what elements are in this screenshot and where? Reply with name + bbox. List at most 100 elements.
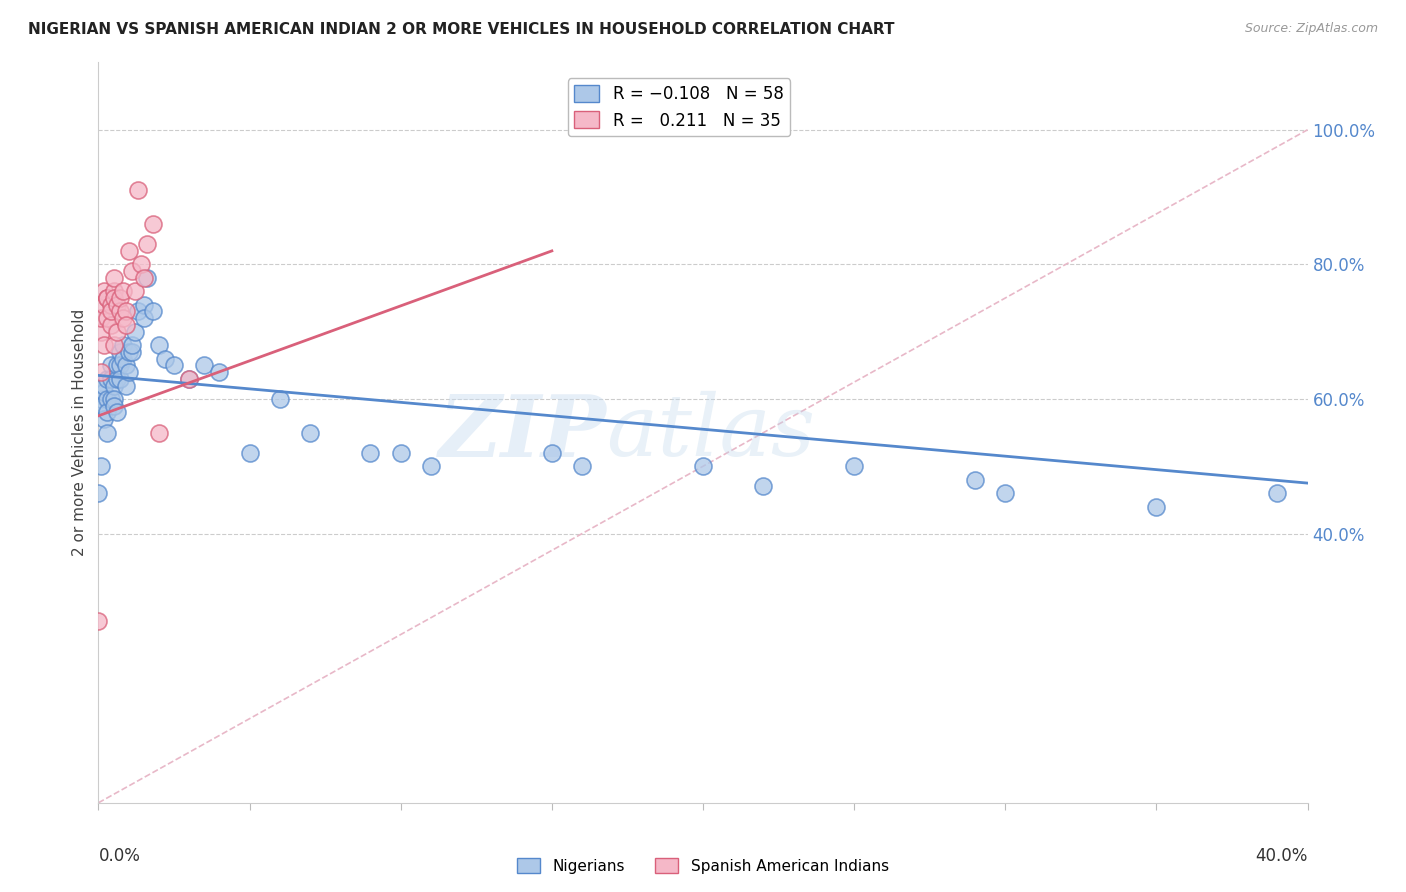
Point [692,459,714,474]
Text: ZIP: ZIP [439,391,606,475]
Point [90,325,112,339]
Point [124,325,146,339]
Point [100,304,122,318]
Point [193,359,215,373]
Point [179,372,201,386]
Point [132,270,155,285]
Point [239,446,262,460]
Point [111,311,134,326]
Point [100,392,122,406]
Point [100,298,122,312]
Point [114,359,136,373]
Point [208,365,231,379]
Point [103,378,125,392]
Text: 40.0%: 40.0% [1256,847,1308,865]
Point [148,425,170,440]
Point [994,486,1017,500]
Point [103,270,125,285]
Point [1267,486,1289,500]
Point [1144,500,1167,514]
Point [96,291,118,305]
Point [269,392,291,406]
Point [142,217,165,231]
Point [93,378,115,392]
Point [93,338,115,352]
Point [135,270,157,285]
Text: 0.0%: 0.0% [98,847,141,865]
Point [90,399,112,413]
Point [105,405,128,419]
Point [124,285,146,299]
Point [100,359,122,373]
Point [108,344,131,359]
Point [129,257,152,271]
Point [118,244,141,258]
Point [148,338,170,352]
Point [90,392,112,406]
Point [108,359,131,373]
Point [153,351,176,366]
Point [93,385,115,400]
Point [299,425,322,440]
Point [420,459,443,474]
Point [105,372,128,386]
Point [105,298,128,312]
Point [100,372,122,386]
Point [90,365,112,379]
Point [96,425,118,440]
Point [135,237,157,252]
Point [121,264,143,278]
Text: atlas: atlas [606,392,815,474]
Point [132,311,155,326]
Point [90,459,112,474]
Point [96,405,118,419]
Point [108,372,131,386]
Point [93,412,115,426]
Legend: R = −0.108   N = 58, R =   0.211   N = 35: R = −0.108 N = 58, R = 0.211 N = 35 [568,78,790,136]
Point [105,325,128,339]
Text: NIGERIAN VS SPANISH AMERICAN INDIAN 2 OR MORE VEHICLES IN HOUSEHOLD CORRELATION : NIGERIAN VS SPANISH AMERICAN INDIAN 2 OR… [28,22,894,37]
Point [540,446,562,460]
Point [96,291,118,305]
Point [127,304,149,318]
Point [111,338,134,352]
Y-axis label: 2 or more Vehicles in Household: 2 or more Vehicles in Household [72,309,87,557]
Point [965,473,987,487]
Point [108,291,131,305]
Point [111,351,134,366]
Point [127,183,149,197]
Point [96,372,118,386]
Point [103,392,125,406]
Point [132,298,155,312]
Point [114,304,136,318]
Point [114,378,136,392]
Point [100,318,122,332]
Point [121,344,143,359]
Point [90,311,112,326]
Point [360,446,382,460]
Point [96,392,118,406]
Point [571,459,593,474]
Point [87,614,110,628]
Point [118,344,141,359]
Point [96,311,118,326]
Point [87,486,110,500]
Point [103,285,125,299]
Point [142,304,165,318]
Point [752,479,775,493]
Point [105,359,128,373]
Point [163,359,186,373]
Point [114,318,136,332]
Point [103,338,125,352]
Point [121,338,143,352]
Point [179,372,201,386]
Point [93,285,115,299]
Point [389,446,412,460]
Point [103,291,125,305]
Point [118,365,141,379]
Point [111,285,134,299]
Legend: Nigerians, Spanish American Indians: Nigerians, Spanish American Indians [512,852,894,880]
Point [93,298,115,312]
Text: Source: ZipAtlas.com: Source: ZipAtlas.com [1244,22,1378,36]
Point [108,304,131,318]
